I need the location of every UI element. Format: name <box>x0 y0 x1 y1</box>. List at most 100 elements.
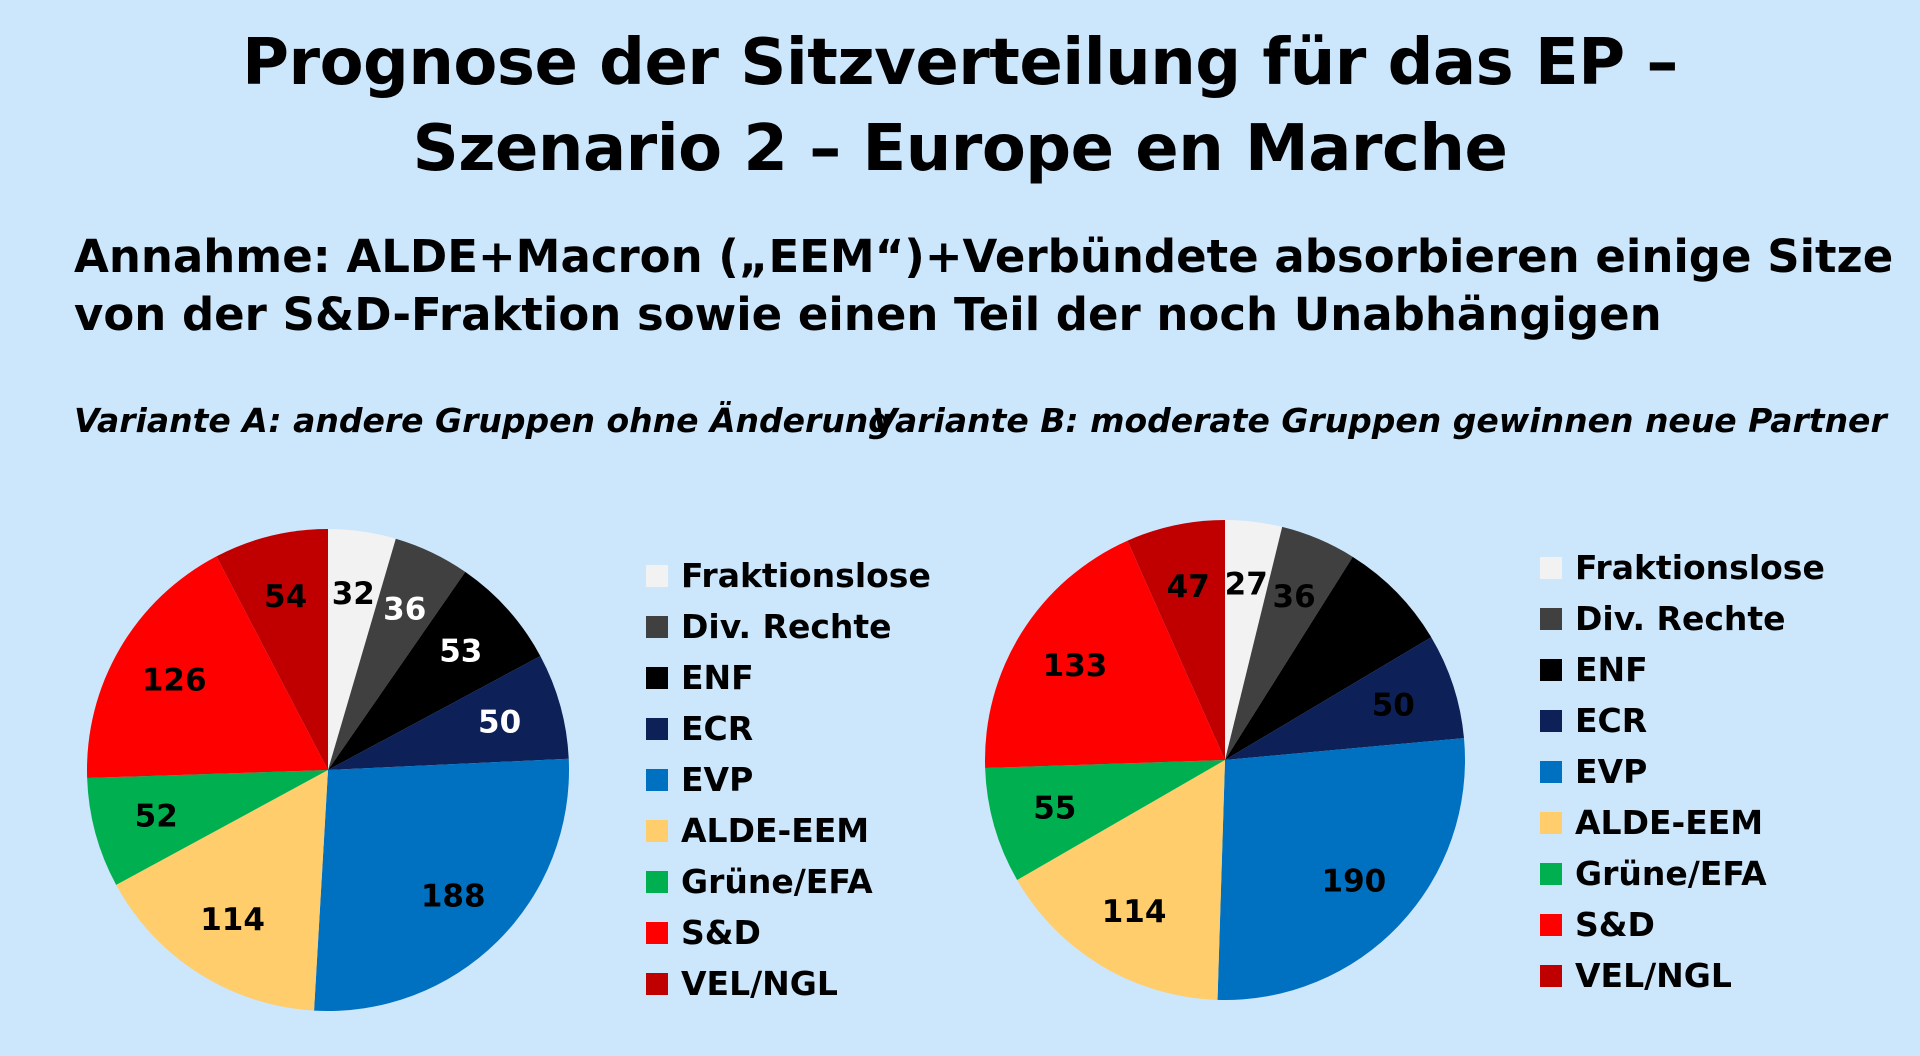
pie-slice-div-rechte <box>1225 526 1353 760</box>
legend-label: ECR <box>681 708 754 748</box>
pie-slice-gr-ne-efa <box>87 770 328 885</box>
legend-label: ECR <box>1575 700 1648 740</box>
legend-swatch <box>1540 913 1562 936</box>
data-label-alde-eem: 114 <box>200 902 265 938</box>
legend-swatch <box>646 717 668 740</box>
legend-item-enf: ENF <box>646 652 931 703</box>
legend-swatch <box>646 615 668 638</box>
legend-label: Fraktionslose <box>681 555 931 595</box>
legend-label: ENF <box>681 657 754 697</box>
legend-item-vel-ngl: VEL/NGL <box>646 958 931 1009</box>
data-label-vel-ngl: 54 <box>264 579 307 615</box>
data-label-fraktionslose: 32 <box>332 576 375 612</box>
legend-label: ENF <box>1575 649 1648 689</box>
legend-label: ALDE-EEM <box>1575 802 1764 842</box>
pie-slice-div-rechte <box>328 538 466 770</box>
legend-swatch <box>1540 556 1562 579</box>
title-line-1: Prognose der Sitzverteilung für das EP – <box>242 26 1678 100</box>
legend-item-alde-eem: ALDE-EEM <box>646 805 931 856</box>
pie-slice-alde-eem <box>116 770 328 1011</box>
pie-slice-s-d <box>984 540 1225 769</box>
legend-swatch <box>646 921 668 944</box>
variant-a-heading: Variante A: andere Gruppen ohne Änderung <box>74 401 892 440</box>
legend-swatch <box>646 870 668 893</box>
pie-slice-fraktionslose <box>1225 520 1283 760</box>
legend-item-div-rechte: Div. Rechte <box>1540 593 1825 644</box>
legend-item-ecr: ECR <box>1540 695 1825 746</box>
legend-item-ecr: ECR <box>646 703 931 754</box>
legend-label: ALDE-EEM <box>681 810 870 850</box>
legend-item-s-d: S&D <box>1540 899 1825 950</box>
data-label-ecr: 50 <box>478 705 521 741</box>
pie-slice-vel-ngl <box>1127 520 1225 760</box>
legend-label: S&D <box>681 912 761 952</box>
assumption-line-2: von der S&D-Fraktion sowie einen Teil de… <box>74 288 1662 341</box>
pie-slice-enf <box>328 571 541 770</box>
legend-label: VEL/NGL <box>681 963 838 1003</box>
legend-swatch <box>646 666 668 689</box>
pie-chart-variant-b: 27 36 50 190 114 55 133 47 <box>984 520 1465 1000</box>
legend-label: EVP <box>1575 751 1648 791</box>
legend-item-gr-ne-efa: Grüne/EFA <box>1540 848 1825 899</box>
legend-label: VEL/NGL <box>1575 955 1732 995</box>
legend-swatch <box>1540 607 1562 630</box>
data-label-fraktionslose: 27 <box>1225 566 1268 602</box>
legend-swatch <box>646 768 668 791</box>
legend-swatch <box>1540 760 1562 783</box>
legend-label: Fraktionslose <box>1575 547 1825 587</box>
legend-item-alde-eem: ALDE-EEM <box>1540 797 1825 848</box>
pie-slice-evp <box>1217 738 1465 1000</box>
legend-item-evp: EVP <box>646 754 931 805</box>
legend-label: S&D <box>1575 904 1655 944</box>
pie-slice-fraktionslose <box>328 529 396 770</box>
pie-slice-alde-eem <box>1017 760 1225 1000</box>
legend-swatch <box>1540 862 1562 885</box>
data-label-vel-ngl: 47 <box>1167 569 1210 605</box>
data-label-s-d: 133 <box>1043 648 1108 684</box>
legend-swatch <box>1540 658 1562 681</box>
legend-item-vel-ngl: VEL/NGL <box>1540 950 1825 1001</box>
legend-item-fraktionslose: Fraktionslose <box>1540 542 1825 593</box>
pie-slice-enf <box>1225 556 1432 760</box>
legend-label: Grüne/EFA <box>681 861 873 901</box>
legend-item-fraktionslose: Fraktionslose <box>646 550 931 601</box>
legend-label: Div. Rechte <box>1575 598 1786 638</box>
pie-slice-evp <box>314 758 570 1012</box>
pie-slice-gr-ne-efa <box>985 760 1225 880</box>
legend-item-s-d: S&D <box>646 907 931 958</box>
data-label-evp: 190 <box>1322 863 1387 899</box>
pie-slice-ecr <box>1225 637 1464 760</box>
data-label-evp: 188 <box>421 879 486 915</box>
variant-b-heading: Variante B: moderate Gruppen gewinnen ne… <box>872 401 1887 440</box>
data-label-enf: 53 <box>439 634 482 670</box>
legend-item-gr-ne-efa: Grüne/EFA <box>646 856 931 907</box>
legend-swatch <box>646 972 668 995</box>
legend-item-div-rechte: Div. Rechte <box>646 601 931 652</box>
data-label-ecr: 50 <box>1372 687 1415 723</box>
legend-swatch <box>646 819 668 842</box>
legend-label: Div. Rechte <box>681 606 892 646</box>
chart-title: Prognose der Sitzverteilung für das EP –… <box>0 20 1920 192</box>
pie-slice-vel-ngl <box>216 529 328 770</box>
legend-swatch <box>646 564 668 587</box>
legend-variant-b: Fraktionslose Div. Rechte ENF ECR EVP ALDE-EE… <box>1540 542 1825 1001</box>
legend-swatch <box>1540 709 1562 732</box>
data-label-div-rechte: 36 <box>383 591 426 627</box>
data-label-div-rechte: 36 <box>1273 579 1316 615</box>
title-line-2: Szenario 2 – Europe en Marche <box>412 112 1508 186</box>
data-label-s-d: 126 <box>142 662 207 698</box>
pie-slice-ecr <box>328 656 569 770</box>
assumption-line-1: Annahme: ALDE+Macron („EEM“)+Verbündete … <box>74 230 1894 283</box>
data-label-alde-eem: 114 <box>1102 894 1167 930</box>
legend-swatch <box>1540 964 1562 987</box>
legend-item-evp: EVP <box>1540 746 1825 797</box>
legend-label: EVP <box>681 759 754 799</box>
legend-variant-a: Fraktionslose Div. Rechte ENF ECR EVP ALDE-EE… <box>646 550 931 1009</box>
data-label-gr-ne-efa: 52 <box>135 799 178 835</box>
pie-chart-variant-a: 32 36 53 50 188 114 52 126 54 <box>86 529 570 1012</box>
legend-swatch <box>1540 811 1562 834</box>
legend-label: Grüne/EFA <box>1575 853 1767 893</box>
pie-slice-s-d <box>86 556 328 779</box>
data-label-gr-ne-efa: 55 <box>1033 791 1076 827</box>
assumption-text: Annahme: ALDE+Macron („EEM“)+Verbündete … <box>74 228 1894 344</box>
